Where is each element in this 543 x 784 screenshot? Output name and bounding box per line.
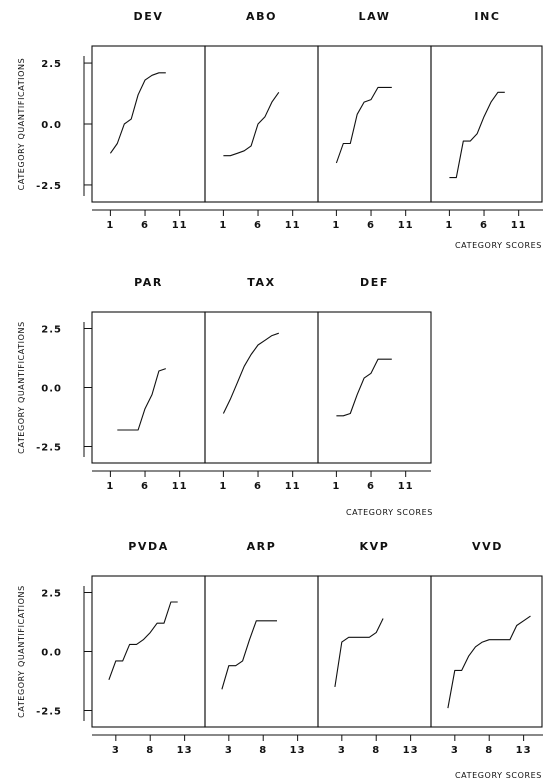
panel-title-kvp: KVP [360,540,390,553]
panel-frame-kvp [317,575,432,728]
series-line-arp [221,620,277,690]
x-axis-label: CATEGORY SCORES [346,508,433,517]
y-tick-label: 2.5 [41,589,62,600]
panel-title-pvda: PVDA [128,540,169,553]
x-tick-label: 1 [332,220,340,231]
x-tick-label: 11 [172,220,188,231]
x-tick-label: 1 [219,220,227,231]
x-tick-label: 8 [146,745,154,756]
x-tick-label: 8 [485,745,493,756]
x-tick-label: 13 [403,745,419,756]
y-tick-label: 0.0 [41,648,62,659]
y-tick-label: -2.5 [36,706,62,717]
panel-frame-vvd [430,575,543,728]
y-axis-label: CATEGORY QUANTIFICATIONS [17,321,26,454]
panel-frame-par [91,311,206,464]
x-tick-label: 1 [106,220,114,231]
chart-row-1: CATEGORY QUANTIFICATIONS 2.5 0.0 -2.5 DEV 1 6 1… [17,10,543,250]
panel-frame-inc [430,45,543,203]
x-tick-label: 11 [511,220,527,231]
panel-frame-def [317,311,432,464]
x-tick-label: 13 [516,745,532,756]
panel-frame-arp [204,575,319,728]
y-axis-label: CATEGORY QUANTIFICATIONS [17,58,26,191]
x-tick-label: 13 [177,745,193,756]
x-tick-label: 6 [367,220,375,231]
x-tick-label: 13 [290,745,306,756]
panel-title-inc: INC [474,10,500,23]
x-tick-label: 3 [451,745,459,756]
x-tick-label: 11 [398,220,414,231]
x-tick-label: 6 [367,481,375,492]
chart-row-3: CATEGORY QUANTIFICATIONS 2.5 0.0 -2.5 PVDA 3 8… [17,540,543,780]
x-tick-label: 11 [398,481,414,492]
panel-frame-abo [204,45,319,203]
y-tick-label: 2.5 [41,325,62,336]
panel-frame-dev [91,45,206,203]
x-tick-label: 3 [225,745,233,756]
series-line-tax [222,332,279,414]
series-line-def [336,358,392,417]
y-tick-label: -2.5 [36,181,62,192]
panel-title-tax: TAX [247,276,275,289]
panel-frame-tax [204,311,319,464]
series-line-vvd [447,615,531,709]
x-tick-label: 3 [338,745,346,756]
series-line-kvp [334,618,384,687]
x-tick-label: 3 [112,745,120,756]
y-axis-label: CATEGORY QUANTIFICATIONS [17,585,26,718]
series-line-dev [109,72,166,154]
x-tick-label: 1 [445,220,453,231]
x-tick-label: 8 [259,745,267,756]
series-line-inc [449,91,505,179]
panel-title-arp: ARP [247,540,277,553]
panel-title-abo: ABO [246,10,277,23]
x-tick-label: 6 [141,220,149,231]
series-line-pvda [108,601,178,680]
x-tick-label: 6 [254,220,262,231]
x-tick-label: 11 [172,481,188,492]
x-tick-label: 6 [480,220,488,231]
x-tick-label: 11 [285,220,301,231]
panel-title-law: LAW [359,10,391,23]
x-axis-label: CATEGORY SCORES [455,771,542,780]
series-line-par [117,368,166,431]
y-tick-label: 2.5 [41,59,62,70]
series-line-law [335,86,392,164]
panel-title-def: DEF [360,276,389,289]
x-axis-label: CATEGORY SCORES [455,241,542,250]
x-tick-label: 6 [254,481,262,492]
panel-title-vvd: VVD [472,540,503,553]
panel-title-par: PAR [134,276,163,289]
series-line-abo [223,91,280,157]
y-tick-label: -2.5 [36,442,62,453]
x-tick-label: 6 [141,481,149,492]
panel-title-dev: DEV [134,10,164,23]
x-tick-label: 8 [372,745,380,756]
chart-row-2: CATEGORY QUANTIFICATIONS 2.5 0.0 -2.5 PAR 1 6 1… [17,276,433,517]
x-tick-label: 1 [106,481,114,492]
x-tick-label: 1 [332,481,340,492]
x-tick-label: 11 [285,481,301,492]
x-tick-label: 1 [219,481,227,492]
panel-frame-pvda [91,575,206,728]
y-tick-label: 0.0 [41,384,62,395]
y-tick-label: 0.0 [41,120,62,131]
panel-frame-law [317,45,432,203]
